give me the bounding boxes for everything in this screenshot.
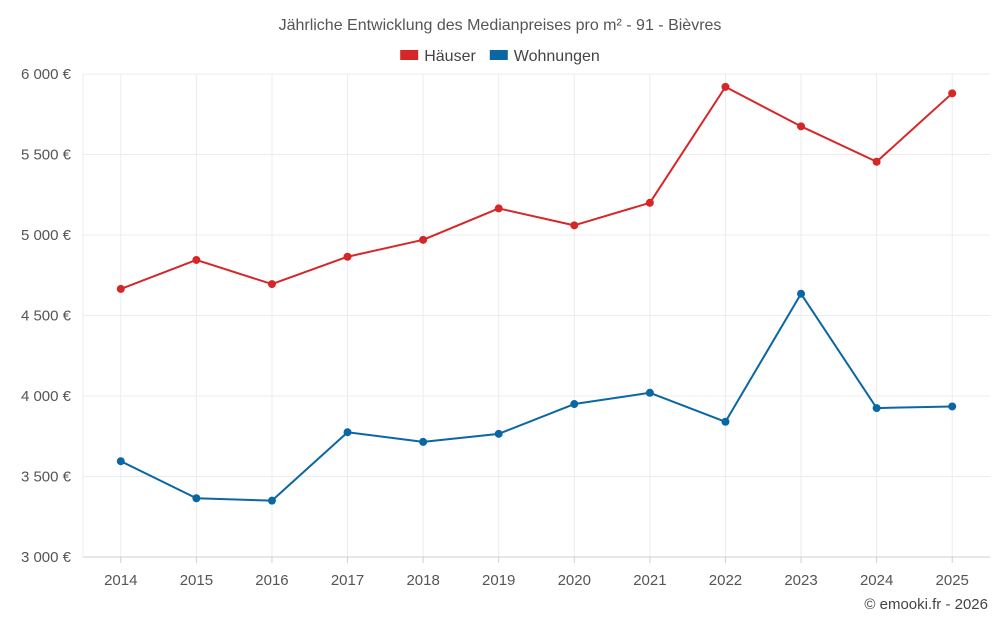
data-point-wohnungen[interactable] — [872, 404, 881, 413]
data-point-wohnungen[interactable] — [192, 494, 201, 503]
x-tick-label: 2021 — [633, 572, 666, 589]
x-tick-label: 2024 — [860, 572, 893, 589]
data-point-h-user[interactable] — [116, 284, 125, 293]
legend-label: Wohnungen — [514, 48, 600, 65]
x-tick-label: 2015 — [180, 572, 213, 589]
data-point-wohnungen[interactable] — [721, 417, 730, 426]
data-point-wohnungen[interactable] — [948, 402, 957, 411]
data-point-wohnungen[interactable] — [570, 400, 579, 409]
y-tick-label: 5 000 € — [21, 227, 72, 244]
data-point-h-user[interactable] — [872, 157, 881, 166]
axes: 3 000 € 3 500 € 4 000 € 4 500 € 5 000 € 5 500… — [21, 66, 990, 589]
credit-text: © emooki.fr - 2026 — [864, 596, 988, 613]
data-point-wohnungen[interactable] — [419, 437, 428, 446]
legend-label: Häuser — [424, 48, 476, 65]
data-point-wohnungen[interactable] — [494, 429, 503, 438]
chart-title: Jährliche Entwicklung des Medianpreises … — [279, 17, 722, 34]
data-point-wohnungen[interactable] — [343, 428, 352, 437]
y-tick-label: 5 500 € — [21, 147, 72, 164]
y-tick-label: 4 500 € — [21, 308, 72, 325]
data-point-wohnungen[interactable] — [797, 289, 806, 298]
legend-swatch — [400, 50, 419, 60]
data-point-h-user[interactable] — [419, 235, 428, 244]
legend-item-h-user[interactable]: Häuser — [400, 48, 476, 65]
data-point-h-user[interactable] — [721, 82, 730, 91]
x-tick-label: 2023 — [784, 572, 817, 589]
legend-item-wohnungen[interactable]: Wohnungen — [489, 48, 600, 65]
y-tick-label: 3 000 € — [21, 549, 72, 566]
y-tick-label: 6 000 € — [21, 66, 72, 83]
x-tick-label: 2019 — [482, 572, 515, 589]
data-point-h-user[interactable] — [570, 221, 579, 230]
legend-swatch — [489, 50, 508, 60]
data-point-h-user[interactable] — [494, 204, 503, 213]
series-wohnungen — [116, 289, 957, 505]
data-point-h-user[interactable] — [343, 252, 352, 261]
data-point-wohnungen[interactable] — [645, 388, 654, 397]
x-tick-label: 2018 — [406, 572, 439, 589]
series-h-user — [116, 82, 957, 293]
grid — [83, 73, 990, 558]
x-tick-label: 2025 — [936, 572, 969, 589]
y-tick-label: 3 500 € — [21, 469, 72, 486]
x-tick-label: 2017 — [331, 572, 364, 589]
data-point-wohnungen[interactable] — [116, 457, 125, 466]
x-tick-label: 2022 — [709, 572, 742, 589]
series-layer — [116, 82, 957, 505]
data-point-wohnungen[interactable] — [267, 496, 276, 505]
data-point-h-user[interactable] — [797, 122, 806, 131]
x-tick-label: 2014 — [104, 572, 137, 589]
series-line-h-user — [120, 85, 953, 290]
data-point-h-user[interactable] — [948, 89, 957, 98]
y-tick-label: 4 000 € — [21, 388, 72, 405]
series-line-wohnungen — [120, 292, 953, 502]
legend: Häuser Wohnungen — [400, 48, 600, 65]
x-tick-label: 2020 — [558, 572, 591, 589]
x-tick-label: 2016 — [255, 572, 288, 589]
data-point-h-user[interactable] — [645, 198, 654, 207]
data-point-h-user[interactable] — [267, 280, 276, 289]
data-point-h-user[interactable] — [192, 255, 201, 264]
